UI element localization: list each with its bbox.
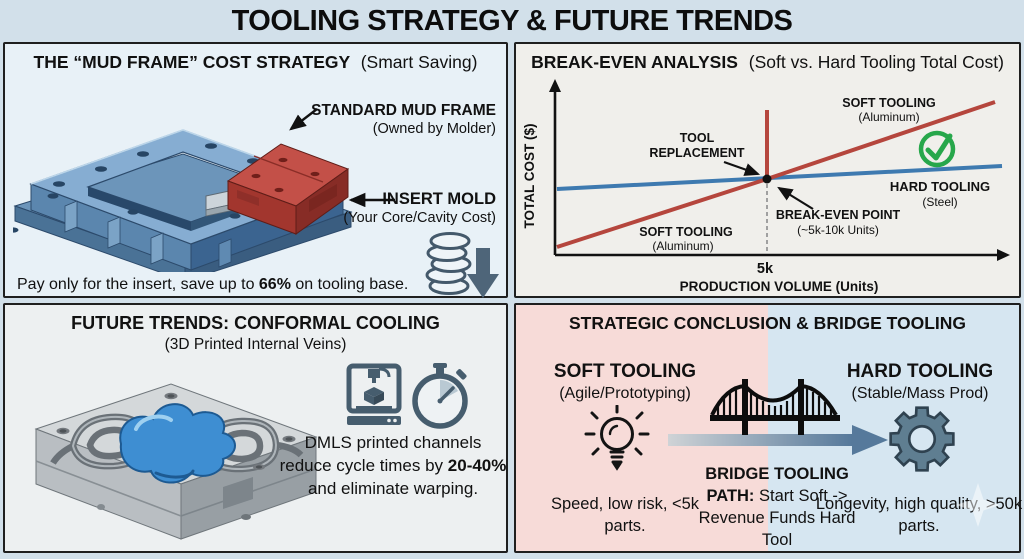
callout-standard-mud-frame: STANDARD MUD FRAME (Owned by Molder): [311, 102, 496, 138]
check-icon: [918, 130, 956, 168]
svg-text:SOFT TOOLING: SOFT TOOLING: [639, 225, 733, 239]
standard-mud-frame-note: (Owned by Molder): [372, 120, 496, 137]
panel-break-even-analysis: BREAK-EVEN ANALYSIS (Soft vs. Hard Tooli…: [514, 42, 1021, 298]
coin-stack-icon: [425, 232, 472, 295]
soft-tooling-column-title: SOFT TOOLING (Agile/Prototyping): [553, 361, 697, 402]
molded-part: [119, 403, 236, 484]
conformal-heading-note: (3D Printed Internal Veins): [164, 336, 347, 353]
mold-bolt-holes: [56, 392, 296, 470]
break-even-heading-note: (Soft vs. Hard Tooling Total Cost): [748, 52, 1004, 72]
panel-conformal-cooling: FUTURE TRENDS: CONFORMAL COOLING (3D Pri…: [3, 303, 508, 553]
tool-replacement-annotation: TOOL REPLACEMENT: [649, 131, 761, 176]
watermark-sparkle: [956, 483, 1000, 527]
conformal-mold-illustration: [34, 383, 318, 540]
svg-text:BREAK-EVEN POINT: BREAK-EVEN POINT: [776, 208, 901, 222]
break-even-annotation: BREAK-EVEN POINT (~5k-10k Units): [776, 186, 901, 237]
break-even-heading-bold: BREAK-EVEN ANALYSIS: [531, 52, 738, 72]
footer-text-post: on tooling base.: [290, 276, 409, 293]
callout-insert-mold: INSERT MOLD (Your Core/Cavity Cost): [343, 190, 496, 227]
soft-tooling-desc: Speed, low risk, <5k parts.: [550, 495, 700, 535]
hard-tooling-label: HARD TOOLING (Steel): [890, 179, 990, 209]
page-title: TOOLING STRATEGY & FUTURE TRENDS: [231, 4, 793, 37]
stopwatch-icon: [412, 363, 468, 429]
mud-frame-heading-bold: THE “MUD FRAME” COST STRATEGY: [33, 52, 350, 72]
footer-text-pre: Pay only for the insert, save up to: [17, 276, 259, 293]
conformal-body-value: 20-40%: [447, 456, 507, 475]
chart-axes: TOTAL COST ($) PRODUCTION VOLUME (Units)…: [522, 79, 1010, 294]
bridge-text-rest: Start Soft -> Revenue Funds Hard Tool: [698, 487, 856, 549]
break-even-chart: TOTAL COST ($) PRODUCTION VOLUME (Units)…: [522, 79, 1010, 294]
bridge-tooling-path-text: BRIDGE TOOLING PATH: Start Soft -> Reven…: [688, 463, 866, 551]
break-even-dot: [762, 174, 772, 184]
hard-tooling-line: [556, 164, 1003, 191]
lightbulb-icon: [584, 405, 650, 471]
x-tick-5k: 5k: [757, 261, 774, 277]
break-even-heading: BREAK-EVEN ANALYSIS (Soft vs. Hard Tooli…: [516, 52, 1019, 73]
printer-3d-icon: [346, 363, 402, 425]
mud-frame-bolt-holes: [13, 143, 329, 233]
svg-text:(~5k-10k Units): (~5k-10k Units): [797, 223, 879, 237]
conformal-heading: FUTURE TRENDS: CONFORMAL COOLING: [71, 313, 440, 333]
mud-frame-illustration: [13, 129, 353, 272]
svg-text:REPLACEMENT: REPLACEMENT: [649, 146, 745, 160]
mud-frame-heading: THE “MUD FRAME” COST STRATEGY (Smart Sav…: [5, 52, 506, 73]
bridge-text-bold: BRIDGE TOOLING PATH:: [705, 465, 849, 505]
insert-mold-block: [226, 143, 350, 235]
panel-strategic-conclusion: STRATEGIC CONCLUSION & BRIDGE TOOLING SO…: [514, 303, 1022, 553]
svg-text:(Aluminum): (Aluminum): [652, 239, 713, 253]
footer-savings-value: 66%: [258, 276, 291, 293]
soft-tooling-top-label: SOFT TOOLING (Aluminum): [842, 96, 936, 124]
mud-frame-heading-note: (Smart Saving): [360, 52, 478, 72]
conformal-body: DMLS printed channels reduce cycle times…: [277, 431, 509, 500]
soft-tooling-half-bg: [516, 305, 768, 551]
conformal-body-pre: DMLS printed channels reduce cycle times…: [279, 433, 482, 475]
arrow-to-mud-frame: [289, 108, 318, 131]
panel-mud-frame-strategy: THE “MUD FRAME” COST STRATEGY (Smart Sav…: [3, 42, 508, 298]
strategic-heading: STRATEGIC CONCLUSION & BRIDGE TOOLING: [569, 313, 966, 333]
hard-tooling-column-title: HARD TOOLING (Stable/Mass Prod): [846, 361, 994, 402]
insert-mold-note: (Your Core/Cavity Cost): [343, 209, 496, 226]
svg-text:(Steel): (Steel): [922, 195, 957, 209]
soft-tooling-line: [556, 100, 996, 249]
arrow-to-insert-mold: [348, 192, 395, 208]
mud-frame-footer: Pay only for the insert, save up to 66% …: [17, 276, 408, 294]
cost-down-arrow-icon: [467, 248, 499, 298]
bridge-icon: [710, 379, 840, 435]
insert-mold-label: INSERT MOLD: [382, 190, 496, 208]
bridge-path-arrow: [668, 425, 888, 455]
gear-icon: [889, 406, 955, 472]
svg-text:TOOL: TOOL: [680, 131, 715, 145]
soft-tooling-bottom-label: SOFT TOOLING (Aluminum): [639, 225, 733, 253]
x-axis-label: PRODUCTION VOLUME (Units): [680, 279, 879, 294]
conformal-body-post: and eliminate warping.: [307, 479, 479, 498]
svg-text:HARD TOOLING: HARD TOOLING: [890, 179, 990, 194]
svg-text:SOFT TOOLING: SOFT TOOLING: [842, 96, 936, 110]
y-axis-label: TOTAL COST ($): [522, 123, 537, 228]
standard-mud-frame-label: STANDARD MUD FRAME: [311, 102, 496, 119]
svg-text:(Aluminum): (Aluminum): [858, 110, 919, 124]
